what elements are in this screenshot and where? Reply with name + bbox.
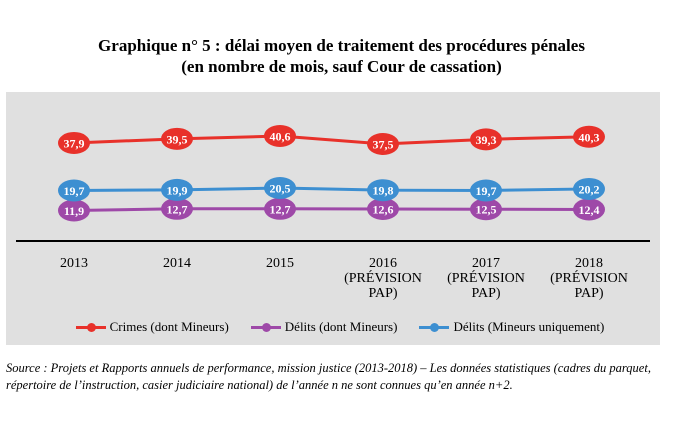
data-point bbox=[161, 197, 193, 220]
data-label: 19,8 bbox=[373, 184, 394, 198]
legend-item: Délits (dont Mineurs) bbox=[250, 317, 398, 337]
data-point bbox=[58, 199, 90, 222]
series-line bbox=[73, 134, 590, 146]
legend-label: Délits (Mineurs uniquement) bbox=[453, 319, 605, 334]
data-point bbox=[264, 177, 296, 199]
source-note: Source : Projets et Rapports annuels de … bbox=[6, 361, 651, 392]
chart-title-line-2: (en nombre de mois, sauf Cour de cassati… bbox=[181, 57, 502, 76]
data-label: 11,9 bbox=[64, 204, 84, 218]
chart-title: Graphique n° 5 : délai moyen de traiteme… bbox=[0, 35, 683, 77]
data-point bbox=[367, 198, 399, 221]
data-label: 20,2 bbox=[579, 182, 600, 196]
legend-swatch-icon bbox=[250, 322, 281, 332]
series-line bbox=[73, 207, 590, 212]
data-point bbox=[367, 133, 399, 155]
data-label: 19,7 bbox=[64, 184, 85, 198]
x-tick-label: 2015 bbox=[266, 256, 294, 271]
data-label: 12,7 bbox=[270, 202, 291, 216]
data-label: 37,9 bbox=[64, 136, 85, 150]
data-label: 40,3 bbox=[579, 130, 600, 144]
legend-label: Crimes (dont Mineurs) bbox=[109, 319, 229, 334]
data-point bbox=[58, 131, 90, 154]
data-label: 37,5 bbox=[373, 138, 394, 152]
data-label: 12,7 bbox=[167, 202, 188, 216]
chart-area: 2013 2014 2015 2016 (PRÉVISION PAP) 2017 (PRÉVI… bbox=[6, 92, 660, 345]
data-label: 40,6 bbox=[270, 130, 291, 144]
x-tick-label: 2013 bbox=[60, 256, 88, 271]
data-point bbox=[573, 125, 605, 148]
x-tick-label: 2014 bbox=[163, 256, 191, 271]
data-point bbox=[470, 179, 502, 202]
data-label: 19,7 bbox=[476, 184, 497, 198]
data-label: 39,3 bbox=[476, 133, 497, 147]
legend-item: Délits (Mineurs uniquement) bbox=[419, 317, 604, 337]
legend-swatch-icon bbox=[419, 322, 450, 332]
x-tick-label: 2017 (PRÉVISION PAP) bbox=[447, 256, 525, 301]
chart-title-line-1: Graphique n° 5 : délai moyen de traiteme… bbox=[98, 36, 585, 55]
line-chart: 2013 2014 2015 2016 (PRÉVISION PAP) 2017 (PRÉVI… bbox=[16, 125, 650, 301]
data-point bbox=[161, 178, 193, 201]
data-point bbox=[470, 128, 502, 151]
x-tick-label: 2016 (PRÉVISION PAP) bbox=[344, 256, 422, 301]
data-point bbox=[573, 198, 605, 221]
legend-swatch-icon bbox=[75, 322, 106, 332]
data-label: 39,5 bbox=[167, 132, 188, 146]
data-label: 19,9 bbox=[167, 183, 188, 197]
series-line bbox=[73, 186, 590, 193]
data-point bbox=[573, 177, 605, 200]
data-point bbox=[58, 179, 90, 202]
data-label: 12,4 bbox=[579, 203, 600, 217]
data-point bbox=[470, 198, 502, 221]
legend-label: Délits (dont Mineurs) bbox=[284, 319, 398, 334]
legend-item: Crimes (dont Mineurs) bbox=[75, 317, 229, 337]
data-point bbox=[264, 197, 296, 220]
data-point bbox=[367, 179, 399, 202]
data-label: 12,6 bbox=[373, 203, 394, 217]
data-point bbox=[161, 127, 193, 150]
data-label: 12,5 bbox=[476, 203, 497, 217]
x-tick-label: 2018 (PRÉVISION PAP) bbox=[550, 256, 628, 301]
data-label: 20,5 bbox=[270, 182, 291, 196]
data-point bbox=[264, 125, 296, 147]
chart-legend: Crimes (dont Mineurs) Délits (dont Mineur… bbox=[40, 317, 640, 337]
